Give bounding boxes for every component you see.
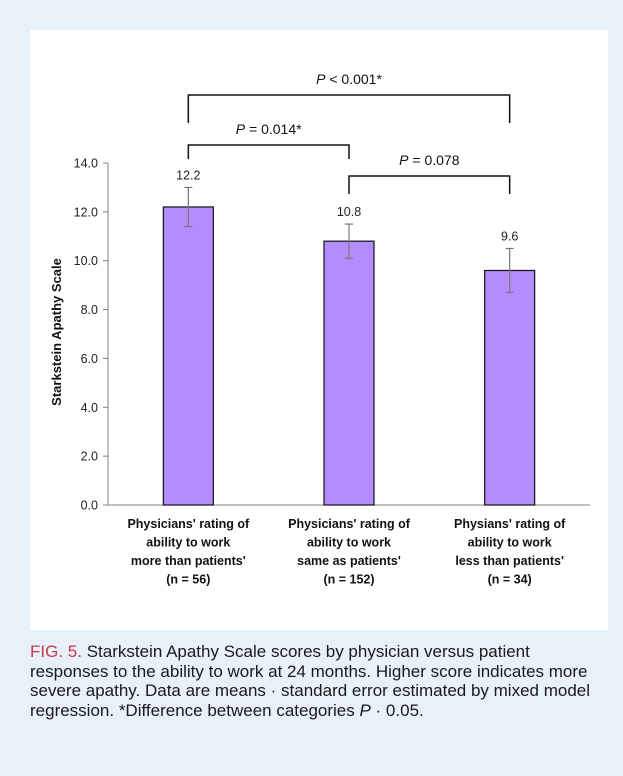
category-label-line: (n = 56) [166,573,210,587]
caption-italic-p: P [359,700,371,720]
significance-bracket [187,144,350,159]
chart-card: 0.0 2.0 4.0 6.0 8.0 10.0 12.0 14.0 12.2 Physicia… [30,30,608,630]
data-label: 9.6 [501,230,518,244]
caption-text: Starkstein Apathy Scale scores by physic… [30,642,591,720]
category-label-line: Physicians' rating of [288,517,411,531]
significance-bracket [348,175,511,194]
y-tick-label: 8.0 [81,303,98,317]
category-label: Physicians' rating of ability to work more… [127,517,250,587]
y-axis-label: Starkstein Apathy Scale [49,258,64,406]
y-tick-label: 12.0 [74,205,98,219]
category-label-line: ability to work [307,536,391,550]
significance-bracket [187,94,511,123]
category-label-line: less than patients' [455,554,564,568]
y-tick-label: 10.0 [74,254,98,268]
significance-label-value: = 0.014* [245,121,302,137]
significance-label-p: P [236,121,246,137]
category-label-line: more than patients' [131,554,246,568]
y-tick-label: 0.0 [81,499,98,513]
significance-label-value: < 0.001* [325,71,382,87]
bar-chart: 0.0 2.0 4.0 6.0 8.0 10.0 12.0 14.0 12.2 Physicia… [49,71,590,587]
significance-label: P < 0.001* [316,71,382,87]
caption-label: FIG. 5. [30,642,82,661]
category-label-line: ability to work [468,536,552,550]
y-tick-label: 2.0 [81,450,98,464]
y-tick-label: 6.0 [81,352,98,366]
category-label-line: (n = 34) [488,573,532,587]
category-label-line: Physicians' rating of [127,517,250,531]
y-tick-label: 14.0 [74,157,98,171]
significance-label-p: P [399,152,409,168]
category-label: Physicians' rating of ability to work same… [288,517,411,587]
category-label-line: ability to work [146,536,230,550]
significance-label-p: P [316,71,326,87]
bar [162,206,214,506]
category-label-line: Physians' rating of [454,517,566,531]
figure-caption: FIG. 5. Starkstein Apathy Scale scores b… [30,642,605,720]
category-label: Physians' rating of ability to work less t… [454,517,566,587]
data-label: 12.2 [176,168,200,182]
significance-label-value: = 0.078 [409,152,460,168]
y-tick-label: 4.0 [81,401,98,415]
category-label-line: (n = 152) [323,573,374,587]
significance-label: P = 0.014* [236,121,302,137]
significance-label: P = 0.078 [399,152,460,168]
caption-text-end: · 0.05. [370,700,424,720]
data-label: 10.8 [337,205,361,219]
bar [484,269,536,506]
bar [323,240,375,506]
category-label-line: same as patients' [297,554,401,568]
